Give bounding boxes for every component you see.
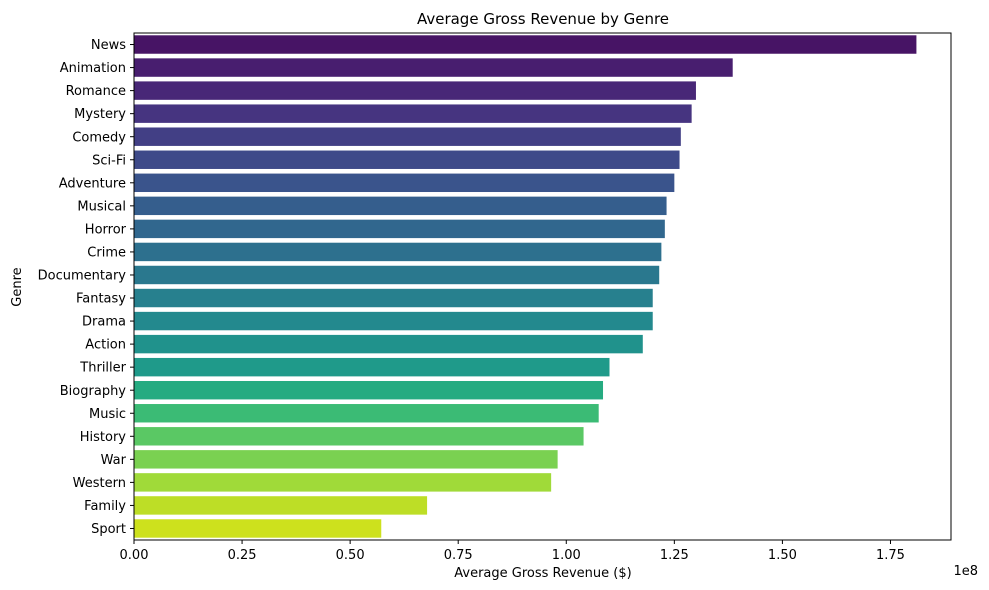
x-tick-label: 0.00 (120, 548, 149, 563)
y-tick-label: Romance (66, 84, 126, 99)
y-tick-label: History (80, 430, 127, 445)
bar-animation (134, 58, 733, 77)
bar-horror (134, 219, 665, 239)
y-tick-label: News (91, 38, 126, 53)
bar-war (134, 450, 558, 469)
y-tick-label: Family (84, 499, 126, 514)
y-tick-label: Western (73, 476, 126, 491)
x-axis-label: Average Gross Revenue ($) (454, 566, 631, 581)
bar-western (134, 473, 552, 492)
y-tick-label: Biography (60, 384, 127, 399)
x-tick-label: 1.50 (768, 548, 797, 563)
y-tick-label: Documentary (38, 269, 127, 284)
bar-romance (134, 81, 696, 100)
x-axis-ticks: 0.00 0.25 0.50 0.75 1.00 1.25 1.50 1.75 (120, 540, 905, 563)
y-tick-label: Action (85, 338, 126, 353)
x-tick-label: 1.25 (660, 548, 689, 563)
bar-mystery (134, 104, 692, 123)
bar-news (134, 35, 917, 54)
y-tick-label: Horror (85, 222, 127, 237)
bar-biography (134, 380, 604, 400)
y-tick-label: Music (89, 407, 126, 422)
bar-sport (134, 519, 382, 538)
x-tick-label: 1.75 (876, 548, 905, 563)
x-tick-label: 0.75 (444, 548, 473, 563)
x-tick-label: 0.25 (228, 548, 257, 563)
y-tick-label: Thriller (79, 361, 126, 376)
chart-title: Average Gross Revenue by Genre (417, 10, 669, 28)
y-tick-label: Mystery (74, 107, 126, 122)
y-tick-label: Sci-Fi (92, 153, 126, 168)
y-tick-label: Adventure (59, 176, 126, 191)
bar-action (134, 334, 643, 354)
x-axis-offset-label: 1e8 (953, 564, 978, 579)
bar-documentary (134, 265, 660, 285)
y-axis-label: Genre (10, 267, 25, 306)
bar-musical (134, 196, 667, 216)
y-tick-label: War (101, 453, 127, 468)
y-tick-label: Sport (91, 522, 126, 537)
y-tick-label: Animation (60, 61, 126, 76)
bar-drama (134, 311, 653, 331)
bar-history (134, 427, 584, 446)
y-axis-ticks: News Animation Romance Mystery Comedy Sci-Fi A… (38, 38, 134, 537)
plot-frame (133, 32, 952, 541)
bar-crime (134, 242, 662, 262)
y-tick-label: Crime (87, 245, 126, 260)
y-tick-label: Fantasy (76, 292, 126, 307)
y-tick-label: Musical (77, 199, 126, 214)
bar-comedy (134, 127, 681, 146)
bar-fantasy (134, 288, 653, 308)
bar-sci-fi (134, 150, 680, 169)
y-tick-label: Comedy (72, 130, 126, 145)
x-tick-label: 1.00 (552, 548, 581, 563)
y-tick-label: Drama (82, 315, 126, 330)
bar-adventure (134, 173, 675, 193)
bar-thriller (134, 357, 610, 377)
x-tick-label: 0.50 (336, 548, 365, 563)
bars-group (134, 35, 917, 538)
bar-music (134, 404, 599, 423)
bar-family (134, 496, 428, 515)
